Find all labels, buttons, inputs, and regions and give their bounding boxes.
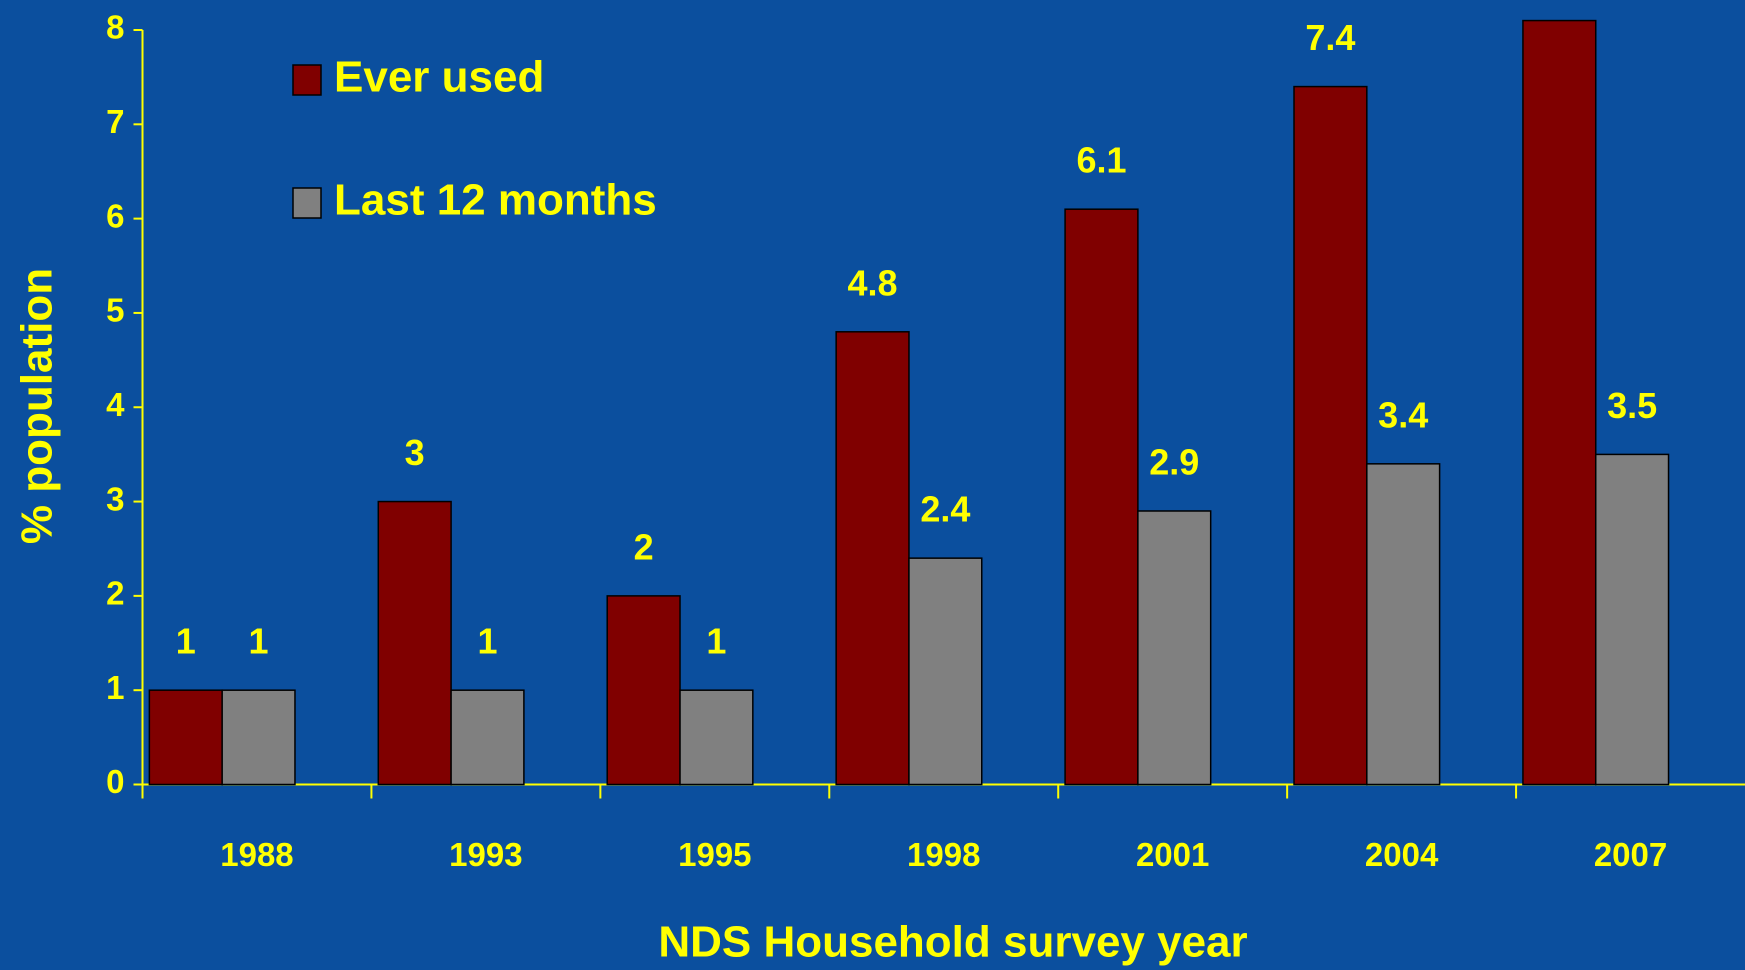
x-tick-label: 1998 [907,836,980,873]
x-tick-label: 2007 [1594,836,1667,873]
value-label: 1 [249,621,269,662]
y-tick-label: 7 [106,103,124,140]
legend-swatch [292,187,322,219]
bar [450,689,525,786]
bar [1366,463,1441,786]
bar [679,689,754,786]
value-label: 2.9 [1149,442,1199,483]
bar [377,500,452,786]
value-label: 1 [706,621,726,662]
bar [908,557,983,786]
value-label: 3 [405,432,425,473]
x-tick-label: 2004 [1365,836,1439,873]
y-tick-label: 0 [106,763,124,800]
value-label: 2 [634,526,654,567]
y-tick-label: 6 [106,197,124,234]
bar [1064,208,1139,786]
y-tick-label: 1 [106,669,124,706]
value-label: 2.4 [920,489,970,530]
value-label: 1 [477,621,497,662]
bar [1137,510,1212,786]
bar [1522,19,1597,786]
value-label: 3.5 [1607,385,1657,426]
value-label: 7.4 [1305,17,1355,58]
legend-label: Last 12 months [334,176,657,225]
x-tick-label: 1988 [220,836,293,873]
bar [148,689,223,786]
y-tick-label: 3 [106,480,124,517]
x-axis-label: NDS Household survey year [658,918,1247,967]
value-label: 3.4 [1378,394,1428,435]
x-tick-label: 2001 [1136,836,1209,873]
value-label: 6.1 [1076,140,1126,181]
y-tick-label: 8 [106,9,124,46]
bar [221,689,296,786]
bar [1594,453,1670,786]
x-tick-label: 1993 [449,836,522,873]
legend-swatch [292,64,322,96]
y-tick-label: 5 [106,292,124,329]
legend-label: Ever used [334,53,544,102]
y-axis-label: % population [13,268,62,544]
x-tick-label: 1995 [678,836,751,873]
bar [1293,85,1368,786]
bar [835,331,910,786]
value-label: 4.8 [848,262,898,303]
value-label: 1 [176,621,196,662]
y-tick-label: 2 [106,575,124,612]
bar [606,595,681,786]
y-tick-label: 4 [106,386,125,423]
